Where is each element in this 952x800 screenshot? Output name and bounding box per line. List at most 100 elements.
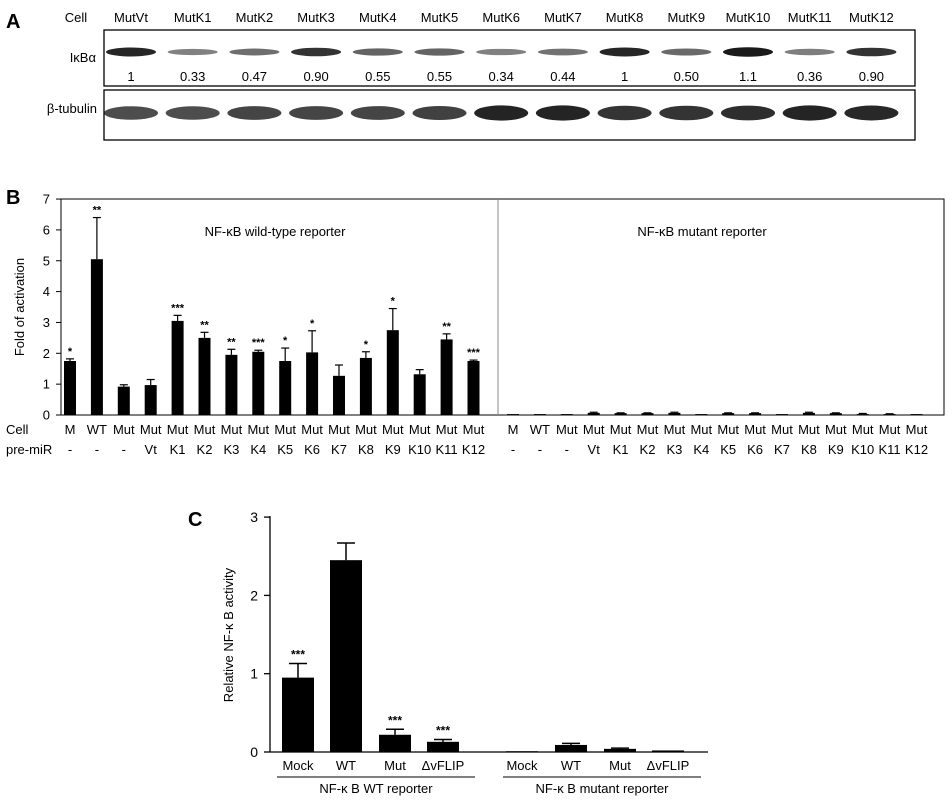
premir-row-label: Vt bbox=[588, 442, 601, 457]
category-label: ΔvFLIP bbox=[647, 758, 690, 773]
panel-b-letter: B bbox=[6, 187, 20, 209]
lane-label: MutK4 bbox=[359, 10, 397, 25]
premir-row-label: K9 bbox=[828, 442, 844, 457]
bar bbox=[776, 414, 788, 415]
bar bbox=[641, 413, 654, 415]
ikba-quantification: 0.33 bbox=[180, 69, 205, 84]
bar bbox=[910, 414, 923, 415]
premir-row-label: K4 bbox=[693, 442, 709, 457]
bar bbox=[427, 741, 459, 752]
bar bbox=[695, 414, 708, 415]
bar bbox=[587, 412, 600, 415]
y-tick-label: 3 bbox=[43, 315, 50, 330]
cell-row-label: Mut bbox=[436, 422, 458, 437]
y-tick-label: 6 bbox=[43, 222, 50, 237]
tubulin-band bbox=[535, 105, 590, 121]
premir-row-label: K5 bbox=[277, 442, 293, 457]
tubulin-band bbox=[227, 106, 282, 120]
significance-stars: * bbox=[283, 335, 288, 347]
panel-c-y-axis-label: Relative NF-κ B activity bbox=[221, 567, 236, 702]
premir-row-label: - bbox=[122, 442, 126, 457]
category-label: Mut bbox=[609, 758, 631, 773]
ikba-quantification: 0.44 bbox=[550, 69, 575, 84]
panel-c-group-label-mutant: NF-κ B mutant reporter bbox=[536, 781, 670, 796]
premir-row-label: K7 bbox=[774, 442, 790, 457]
bar bbox=[171, 320, 184, 415]
y-tick-label: 3 bbox=[250, 509, 258, 525]
panel-b-premir-row-label: pre-miR bbox=[6, 442, 52, 457]
cell-row-label: Mut bbox=[382, 422, 404, 437]
cell-row-label: Mut bbox=[140, 422, 162, 437]
bar bbox=[614, 413, 627, 415]
panel-c-group-label-wt: NF-κ B WT reporter bbox=[319, 781, 433, 796]
tubulin-band bbox=[721, 105, 775, 121]
premir-row-label: K2 bbox=[197, 442, 213, 457]
significance-stars: *** bbox=[291, 648, 305, 662]
lane-label: MutK6 bbox=[482, 10, 520, 25]
bar bbox=[883, 414, 896, 415]
cell-row-label: Mut bbox=[852, 422, 874, 437]
bar bbox=[279, 361, 292, 415]
significance-stars: *** bbox=[252, 337, 266, 349]
ikba-quantification: 0.50 bbox=[674, 69, 699, 84]
premir-row-label: K11 bbox=[436, 442, 458, 457]
panel-a-letter: A bbox=[6, 11, 20, 33]
significance-stars: *** bbox=[388, 713, 402, 727]
y-tick-label: 2 bbox=[250, 587, 258, 603]
ikba-band bbox=[229, 48, 280, 56]
premir-row-label: K3 bbox=[223, 442, 239, 457]
bar bbox=[856, 414, 869, 415]
lane-label: MutVt bbox=[114, 10, 148, 25]
bar bbox=[604, 748, 636, 752]
category-label: ΔvFLIP bbox=[422, 758, 465, 773]
premir-row-label: K1 bbox=[613, 442, 629, 457]
category-label: Mock bbox=[506, 758, 538, 773]
tubulin-band bbox=[597, 105, 652, 121]
bar bbox=[144, 385, 157, 415]
lane-label: MutK11 bbox=[788, 10, 832, 25]
significance-stars: *** bbox=[436, 723, 450, 737]
cell-row-label: WT bbox=[87, 422, 107, 437]
cell-row-label: Mut bbox=[409, 422, 431, 437]
tubulin-band bbox=[782, 105, 837, 121]
cell-row-label: Mut bbox=[113, 422, 135, 437]
panel-b-group-title-mutant: NF-κB mutant reporter bbox=[637, 224, 767, 239]
ikba-quantification: 0.47 bbox=[242, 69, 267, 84]
cell-row-label: Mut bbox=[610, 422, 632, 437]
premir-row-label: - bbox=[95, 442, 99, 457]
panel-b-frame bbox=[60, 198, 945, 416]
cell-row-label: Mut bbox=[906, 422, 928, 437]
bar bbox=[467, 361, 480, 415]
premir-row-label: - bbox=[538, 442, 542, 457]
premir-row-label: K12 bbox=[462, 442, 485, 457]
ikba-quantification: 1 bbox=[621, 69, 628, 84]
y-tick-label: 1 bbox=[43, 377, 50, 392]
cell-row-label: Mut bbox=[690, 422, 712, 437]
premir-row-label: K1 bbox=[170, 442, 186, 457]
tubulin-band bbox=[104, 106, 158, 120]
premir-row-label: K5 bbox=[720, 442, 736, 457]
cell-row-label: Mut bbox=[717, 422, 739, 437]
premir-row-label: K10 bbox=[408, 442, 431, 457]
panel-c-letter: C bbox=[188, 509, 202, 531]
lane-label: MutK12 bbox=[849, 10, 894, 25]
bar bbox=[560, 414, 573, 415]
cell-row-label: Mut bbox=[463, 422, 485, 437]
premir-row-label: - bbox=[565, 442, 569, 457]
blot-tubulin-label: β-tubulin bbox=[47, 101, 97, 116]
premir-row-label: K6 bbox=[747, 442, 763, 457]
lane-label: MutK5 bbox=[421, 10, 459, 25]
premir-row-label: K8 bbox=[358, 442, 374, 457]
y-tick-label: 2 bbox=[43, 346, 50, 361]
bar bbox=[749, 413, 762, 415]
ikba-band bbox=[846, 47, 897, 57]
ikba-band bbox=[352, 48, 403, 56]
bar bbox=[506, 751, 538, 753]
cell-row-label: M bbox=[65, 422, 76, 437]
cell-row-label: Mut bbox=[301, 422, 323, 437]
significance-stars: ** bbox=[227, 336, 236, 348]
ikba-band bbox=[414, 48, 465, 56]
bar bbox=[386, 330, 399, 415]
ikba-quantification: 1 bbox=[127, 69, 134, 84]
